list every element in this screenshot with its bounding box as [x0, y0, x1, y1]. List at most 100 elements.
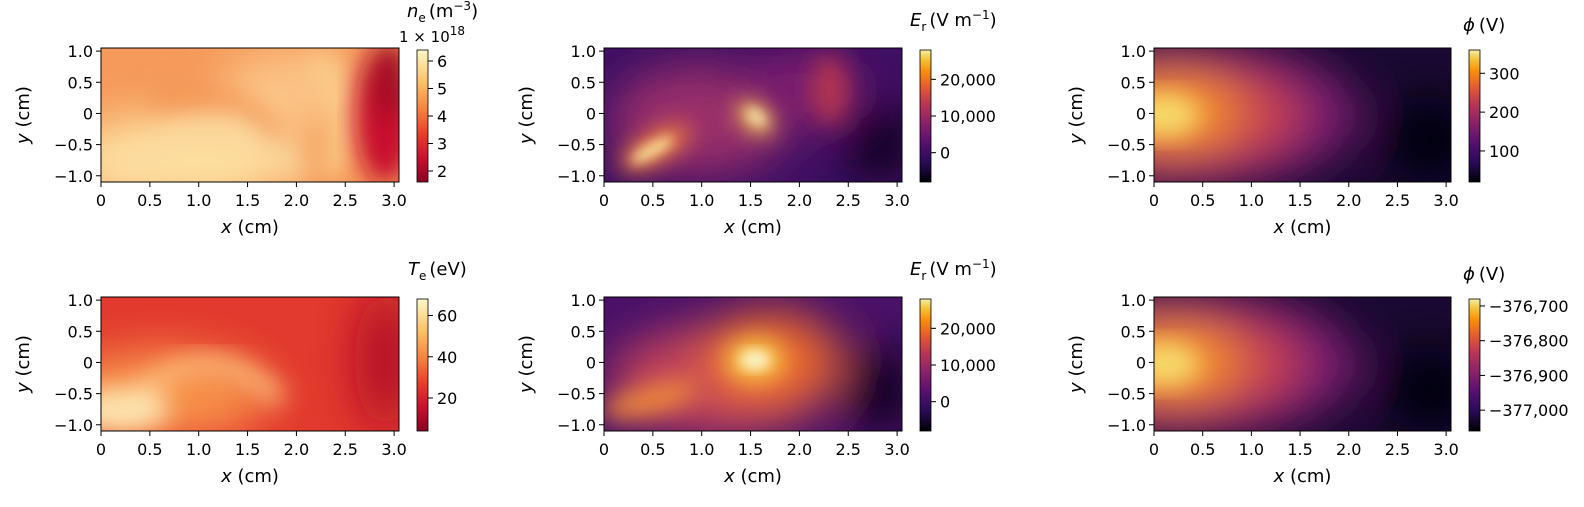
- y-tick-label: 0: [586, 353, 596, 372]
- x-tick-label: 1.0: [1239, 191, 1264, 210]
- x-tick-label: 2.0: [787, 440, 812, 459]
- x-tick-label: 2.5: [836, 440, 861, 459]
- colorbar-tick-label: −376,800: [1489, 332, 1569, 351]
- y-axis-label: y (cm): [1066, 335, 1087, 394]
- axes-frame: [1153, 296, 1452, 432]
- x-tick-label: 1.5: [235, 440, 260, 459]
- y-tick-label: 0: [586, 104, 596, 123]
- x-tick-label: 0.5: [137, 191, 162, 210]
- colorbar-tick-label: 100: [1489, 142, 1520, 161]
- colorbar-tick-label: 60: [437, 307, 457, 326]
- y-tick-label: −0.5: [1107, 136, 1146, 155]
- x-tick-label: 0.5: [1190, 440, 1215, 459]
- x-tick-label: 3.0: [1433, 191, 1458, 210]
- heatmap-te-image: [101, 297, 399, 431]
- y-tick-label: 0.5: [1121, 73, 1146, 92]
- y-axis-label: y (cm): [516, 86, 537, 145]
- axes-frame: [100, 47, 400, 183]
- y-tick-label: −1.0: [54, 167, 93, 186]
- x-tick-label: 1.0: [186, 191, 211, 210]
- axes-phi2: 0 0.5 1.0 1.5 2.0 2.5 3.0 1.0 0.5 0 −0.5 −1.0 x (cm)…: [1066, 291, 1459, 487]
- x-tick-label: 2.0: [1336, 440, 1361, 459]
- x-tick-label: 2.5: [333, 440, 358, 459]
- x-tick-label: 0.5: [640, 191, 665, 210]
- y-tick-label: 1.0: [68, 42, 93, 61]
- x-tick-label: 2.0: [284, 191, 309, 210]
- y-tick-label: 0.5: [571, 73, 596, 92]
- y-tick-label: −0.5: [1107, 385, 1146, 404]
- x-tick-label: 3.0: [884, 191, 909, 210]
- x-tick-label: 2.5: [836, 191, 861, 210]
- y-tick-label: 0.5: [1121, 322, 1146, 341]
- y-tick-label: 0: [83, 104, 93, 123]
- x-tick-label: 3.0: [381, 191, 406, 210]
- x-tick-label: 2.0: [284, 440, 309, 459]
- colorbar-title-ne: ne (m−3): [407, 0, 478, 25]
- colorbar-er2: 20,000 10,000 0: [919, 298, 996, 432]
- y-tick-label: −1.0: [557, 167, 596, 186]
- y-tick-label: −1.0: [557, 416, 596, 435]
- y-axis-label: y (cm): [516, 335, 537, 394]
- x-axis-label: x (cm): [220, 466, 279, 487]
- y-axis-label: y (cm): [1066, 86, 1087, 145]
- colorbar-tick-label: 20: [437, 389, 457, 408]
- x-axis-label: x (cm): [723, 466, 782, 487]
- x-axis-label: x (cm): [1273, 217, 1332, 238]
- axes-Er1: 0 0.5 1.0 1.5 2.0 2.5 3.0 1.0 0.5 0 −0.5 −1.0 x (cm)…: [516, 42, 910, 238]
- colorbar-tick-label: 40: [437, 348, 457, 367]
- axes-frame: [100, 296, 400, 432]
- y-tick-label: 0.5: [571, 322, 596, 341]
- colorbar-tick-label: −376,900: [1489, 366, 1569, 385]
- y-tick-label: 0.5: [68, 73, 93, 92]
- colorbar-tick-label: 4: [437, 107, 447, 126]
- x-tick-label: 1.5: [1287, 191, 1312, 210]
- axes-ne: 0 0.5 1.0 1.5 2.0 2.5 3.0 1.0 0.5 0 −0.5 −1.0 x (cm)…: [13, 42, 407, 238]
- x-tick-label: 0: [96, 440, 106, 459]
- y-tick-label: 0: [83, 353, 93, 372]
- x-tick-label: 0: [599, 440, 609, 459]
- x-tick-label: 1.0: [689, 191, 714, 210]
- x-tick-label: 0.5: [1190, 191, 1215, 210]
- colorbar-title-er1: Er (V m−1): [910, 8, 997, 34]
- x-tick-label: 0.5: [640, 440, 665, 459]
- x-tick-label: 1.0: [186, 440, 211, 459]
- x-tick-label: 1.5: [235, 191, 260, 210]
- colorbar-tick-label: 0: [940, 393, 950, 412]
- y-tick-label: 0: [1136, 104, 1146, 123]
- colorbar-offset-ne: 1 × 1018: [399, 24, 465, 46]
- colorbar-tick-label: 200: [1489, 103, 1520, 122]
- x-tick-label: 1.5: [1287, 440, 1312, 459]
- axes-frame: [603, 296, 903, 432]
- x-tick-label: 0: [1149, 191, 1159, 210]
- x-tick-label: 3.0: [381, 440, 406, 459]
- x-tick-label: 2.5: [1385, 191, 1410, 210]
- y-tick-label: 0: [1136, 353, 1146, 372]
- x-axis-label: x (cm): [220, 217, 279, 238]
- colorbar-ne: 2 3 4 5 6: [416, 49, 447, 183]
- y-axis-label: y (cm): [13, 335, 34, 394]
- heatmap-er2-image: [604, 297, 902, 431]
- x-axis-label: x (cm): [1273, 466, 1332, 487]
- colorbar-tick-label: −377,000: [1489, 401, 1569, 420]
- x-tick-label: 1.5: [738, 191, 763, 210]
- heatmap-phi1-image: [1154, 48, 1451, 182]
- y-tick-label: 1.0: [1121, 291, 1146, 310]
- colorbar-tick-label: 0: [940, 144, 950, 163]
- colorbar-title-er2: Er (V m−1): [910, 257, 997, 283]
- colorbar-title-phi2: ϕ (V): [1463, 264, 1505, 285]
- y-tick-label: −1.0: [1107, 167, 1146, 186]
- x-tick-label: 2.5: [1385, 440, 1410, 459]
- colorbar-tick-label: 5: [437, 80, 447, 99]
- x-tick-label: 3.0: [1433, 440, 1458, 459]
- y-tick-label: 1.0: [68, 291, 93, 310]
- colorbar-er1: 20,000 10,000 0: [919, 49, 996, 183]
- axes-phi1: 0 0.5 1.0 1.5 2.0 2.5 3.0 1.0 0.5 0 −0.5 −1.0 x (cm)…: [1066, 42, 1459, 238]
- colorbar-tick-label: −376,700: [1489, 297, 1569, 316]
- axes-Te: 0 0.5 1.0 1.5 2.0 2.5 3.0 1.0 0.5 0 −0.5 −1.0 x (cm)…: [13, 291, 407, 487]
- colorbar-tick-label: 10,000: [940, 356, 996, 375]
- y-tick-label: 1.0: [571, 291, 596, 310]
- x-tick-label: 0.5: [137, 440, 162, 459]
- x-axis-label: x (cm): [723, 217, 782, 238]
- y-tick-label: 1.0: [1121, 42, 1146, 61]
